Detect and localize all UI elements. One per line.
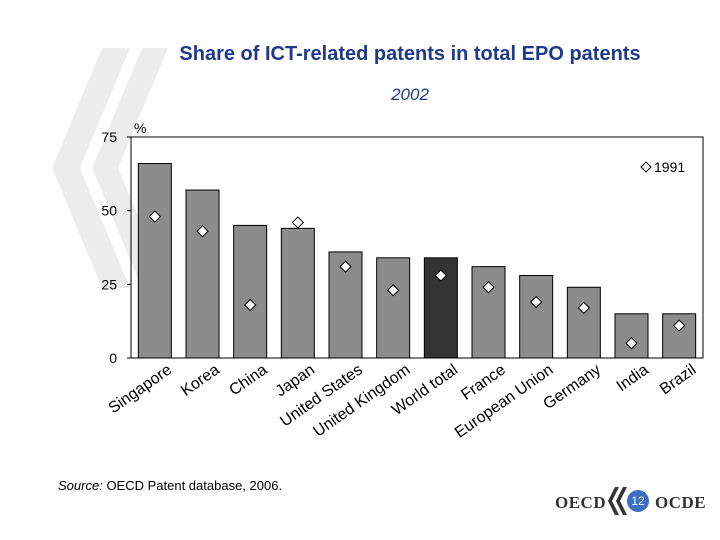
marker-1991-united-states [339,260,352,273]
marker-1991-european-union [529,295,543,309]
y-tick-label: 50 [101,203,117,219]
y-axis-label: % [134,120,146,136]
chart-subtitle: 2002 [391,85,429,104]
marker-1991-germany [577,301,591,315]
legend-label-1991: 1991 [654,159,685,175]
y-tick-label: 75 [101,129,117,145]
legend-marker-1991 [640,161,652,173]
bar-korea [185,189,220,359]
bar-european-union [519,274,554,359]
marker-1991-singapore [148,210,162,223]
ocde-logo-text: OCDE [655,493,707,512]
chart-title: Share of ICT-related patents in total EP… [179,43,641,65]
marker-1991-brazil [672,319,686,332]
bar-india [614,313,649,359]
bar-china [233,224,268,359]
marker-1991-world-total [434,269,448,282]
marker-1991-india [625,337,638,350]
y-tick-label: 25 [101,276,117,292]
bar-germany [566,286,601,359]
page-number-badge: 12 [627,490,649,512]
marker-1991-korea [196,225,209,238]
source-label: Source: [58,478,103,493]
oecd-chevron-watermark [52,48,168,288]
x-tick-label-korea: Korea [178,361,223,399]
bar-united-kingdom [376,257,411,359]
marker-1991-china [243,298,257,312]
bar-japan [280,227,315,359]
x-tick-label-china: China [226,361,270,399]
oecd-logo-text: OECD [555,493,607,512]
marker-1991-united-kingdom [386,284,400,297]
bar-france [471,266,506,359]
x-tick-label-brazil: Brazil [657,361,700,398]
marker-1991-japan [291,216,305,229]
x-tick-label-india: India [614,361,652,395]
source-note: Source: OECD Patent database, 2006. [58,478,282,493]
y-tick-label: 0 [109,350,117,366]
oecd-footer-logo: OECD 12 OCDE [555,487,707,519]
source-text: OECD Patent database, 2006. [106,478,283,493]
marker-1991-france [482,281,495,294]
bar-singapore [137,163,172,359]
oecd-logo-icon [608,487,627,515]
x-tick-label-singapore: Singapore [106,361,176,417]
plot-frame [130,136,704,359]
